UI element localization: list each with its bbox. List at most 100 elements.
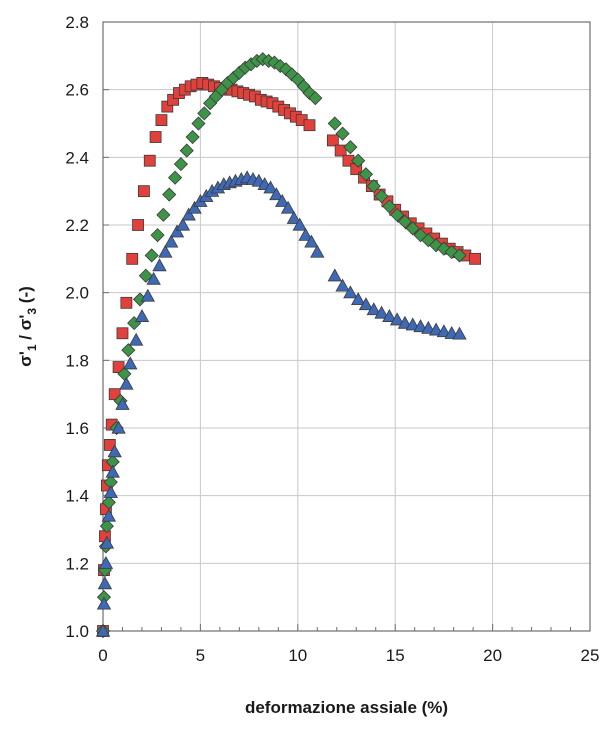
- data-point-triangle: [140, 288, 155, 302]
- data-point-triangle: [421, 320, 436, 334]
- data-point-square: [138, 185, 150, 198]
- x-axis-tick-labels: 0 5 10 15 20 25: [98, 646, 599, 665]
- y-tick-label: 2.2: [65, 216, 89, 235]
- data-point-triangle: [158, 244, 173, 258]
- y-tick-label: 2.6: [65, 81, 89, 100]
- data-point-triangle: [269, 187, 284, 201]
- y-axis-tick-labels: 1.0 1.2 1.4 1.6 1.8 2.0 2.2 2.4 2.6 2.8: [65, 13, 89, 641]
- data-point-triangle: [107, 444, 122, 458]
- data-point-square: [149, 131, 162, 143]
- data-point-diamond: [144, 248, 159, 263]
- data-point-diamond: [173, 157, 188, 172]
- data-point-diamond: [358, 167, 374, 182]
- data-point-square: [103, 439, 116, 451]
- data-point-diamond: [327, 116, 342, 131]
- data-point-diamond: [156, 207, 171, 222]
- data-point-diamond: [121, 343, 136, 358]
- data-point-square: [326, 134, 339, 147]
- data-point-square: [334, 144, 347, 157]
- data-point-triangle: [389, 312, 405, 326]
- data-point-triangle: [128, 332, 144, 346]
- data-point-triangle: [98, 556, 114, 569]
- x-tick-label: 15: [386, 646, 405, 665]
- y-tick-label: 2.8: [65, 13, 89, 32]
- data-point-triangle: [413, 319, 428, 333]
- data-point-triangle: [405, 317, 420, 331]
- data-point-diamond: [452, 248, 467, 263]
- data-point-diamond: [374, 189, 389, 204]
- data-point-diamond: [366, 179, 381, 194]
- x-axis-title: deformazione assiale (%): [245, 698, 448, 717]
- x-tick-label: 0: [98, 646, 107, 665]
- axis-ticks: [102, 21, 591, 632]
- data-point-triangle: [436, 324, 452, 338]
- y-axis-title-part: σ': [16, 351, 35, 367]
- data-point-diamond: [185, 129, 200, 145]
- y-tick-label: 1.2: [65, 554, 89, 573]
- data-point-triangle: [327, 268, 342, 282]
- data-point-diamond: [397, 214, 413, 229]
- data-point-triangle: [280, 200, 296, 214]
- data-point-triangle: [95, 623, 111, 637]
- data-point-diamond: [99, 519, 114, 534]
- data-point-diamond: [191, 116, 206, 131]
- data-point-triangle: [275, 193, 290, 207]
- data-point-triangle: [105, 464, 120, 478]
- data-point-triangle: [428, 322, 444, 336]
- data-point-triangle: [292, 217, 307, 231]
- data-point-triangle: [152, 258, 167, 272]
- x-tick-label: 25: [581, 646, 600, 665]
- series-square: [97, 77, 481, 637]
- data-point-diamond: [351, 153, 366, 168]
- data-point-square: [116, 327, 129, 340]
- data-point-triangle: [366, 302, 381, 316]
- data-point-diamond: [382, 199, 397, 214]
- data-point-square: [143, 154, 156, 167]
- data-point-triangle: [169, 224, 185, 238]
- x-tick-label: 5: [196, 646, 205, 665]
- data-point-diamond: [390, 207, 405, 222]
- data-point-square: [120, 296, 133, 309]
- data-point-triangle: [134, 309, 150, 322]
- data-point-triangle: [146, 271, 161, 285]
- data-point-triangle: [103, 484, 118, 498]
- data-point-diamond: [150, 228, 165, 243]
- data-point-diamond: [405, 221, 420, 236]
- data-point-diamond: [179, 143, 194, 158]
- data-point-diamond: [197, 106, 212, 121]
- data-point-triangle: [382, 309, 397, 322]
- data-point-diamond: [162, 187, 177, 202]
- data-point-triangle: [343, 285, 358, 299]
- x-tick-label: 10: [288, 646, 307, 665]
- data-point-triangle: [181, 207, 196, 221]
- data-point-triangle: [123, 356, 138, 370]
- data-point-triangle: [374, 305, 389, 319]
- y-tick-label: 1.8: [65, 351, 89, 370]
- data-point-triangle: [304, 234, 319, 248]
- data-point-triangle: [286, 210, 302, 224]
- data-point-triangle: [263, 180, 278, 194]
- data-point-diamond: [343, 140, 358, 155]
- data-point-square: [108, 388, 121, 401]
- data-point-triangle: [111, 420, 126, 434]
- data-point-triangle: [101, 508, 117, 522]
- data-point-triangle: [452, 326, 467, 340]
- data-point-square: [155, 114, 168, 127]
- y-axis-title-part: / σ': [16, 315, 35, 345]
- data-point-square: [303, 119, 316, 132]
- y-tick-label: 2.4: [65, 148, 89, 167]
- data-point-triangle: [99, 535, 115, 549]
- data-point-diamond: [444, 245, 459, 260]
- data-point-diamond: [308, 91, 323, 106]
- y-tick-label: 1.0: [65, 622, 89, 641]
- data-point-triangle: [351, 292, 366, 306]
- data-point-triangle: [164, 234, 179, 248]
- data-point-triangle: [187, 200, 202, 214]
- data-points: [95, 52, 481, 639]
- plot-area: [102, 21, 591, 632]
- series-triangle: [95, 170, 467, 637]
- data-point-triangle: [97, 576, 113, 590]
- data-point-square: [469, 252, 481, 265]
- data-point-diamond: [168, 170, 183, 185]
